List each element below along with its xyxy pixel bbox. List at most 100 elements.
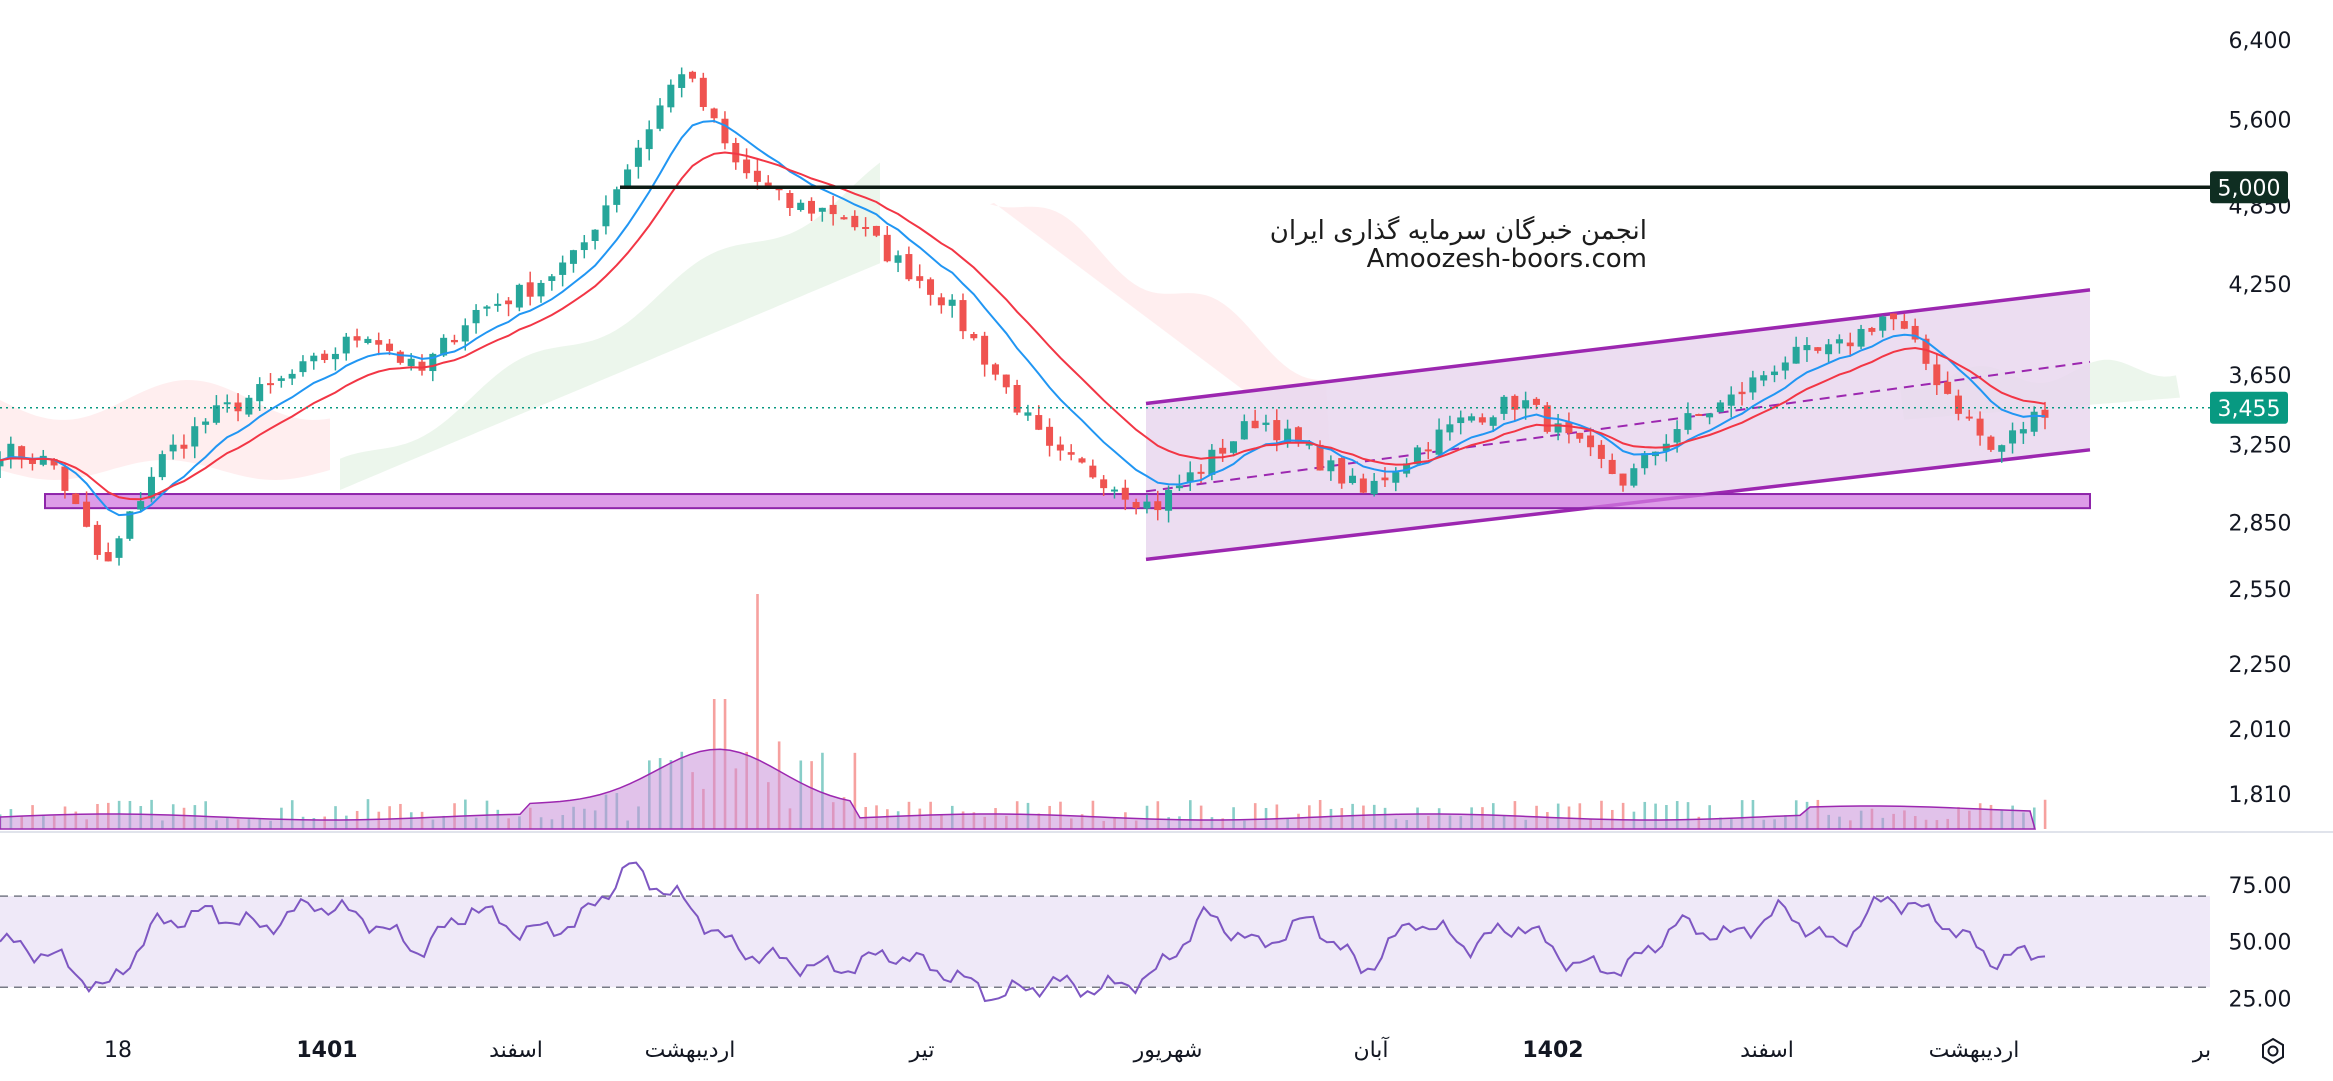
candle-body [1046,426,1054,446]
candle-body [1749,377,1757,393]
candle-body [1825,344,1833,355]
candle-body [147,476,155,499]
channel-median-line[interactable] [1145,360,2091,493]
volume-bar [204,801,207,829]
candle-body [1056,444,1064,451]
candle-body [1792,346,1800,364]
volume-bar [1751,799,1755,829]
candle-body [1706,413,1714,418]
price-axis-label: 2,250 [2229,653,2292,678]
volume-bar [1199,805,1203,829]
candle-body [1219,447,1227,454]
candle-body [1641,453,1649,469]
candle-body [137,501,145,510]
candle-body [559,262,567,275]
time-axis[interactable]: 18 1401 اسفند اردیبهشت تیر شهریور آبان 1402 اسفن… [104,1036,2211,1063]
candle-body [1576,432,1584,439]
candle-body [299,361,307,373]
moving-averages [0,119,2046,517]
candle-body [1522,400,1530,409]
volume-bar [1600,800,1603,829]
candle-body [1770,371,1778,376]
candle-body [602,205,610,227]
candle-body [440,337,448,356]
price-axis[interactable]: 6,4005,6004,8504,2503,6503,2502,8502,550… [2229,29,2292,808]
candle-body [1500,396,1508,414]
time-axis-label: بر [2192,1038,2211,1063]
ema-fast-line [0,119,2046,517]
rsi-axis[interactable]: 75.00 50.00 25.00 [2229,874,2292,1013]
candle-body [916,276,924,281]
candle-body [245,397,253,415]
support-zone-rect[interactable] [44,493,2091,510]
candle-body [624,169,632,189]
volume-bar [280,807,283,829]
candle-body [1511,395,1519,410]
candle-body [818,207,826,212]
channel-fill[interactable] [1146,289,2090,560]
candle-body [1922,338,1930,364]
candle-body [645,129,653,150]
candle-body [126,511,134,539]
candle-body [18,446,26,460]
candle-body [1835,339,1843,344]
candle-body [1446,424,1454,433]
candle-body [2041,409,2049,418]
volume-profile [0,748,2036,830]
candle-body [115,538,123,558]
volume-bar [1156,801,1160,829]
candle-body [1532,398,1540,405]
candle-body [1814,347,1822,351]
candle-body [429,353,437,372]
candle-body [1110,489,1118,492]
candle-body [1879,316,1887,331]
candle-body [851,215,859,228]
candle-body [1468,416,1476,421]
candle-body [1143,501,1151,509]
channel-upper-line[interactable] [1145,288,2091,406]
volume-bar [1794,800,1798,829]
candle-body [1716,402,1724,413]
candle-body [883,234,891,262]
support-zone[interactable] [44,493,2091,510]
candle-body [1359,478,1367,493]
candle-body [1273,420,1281,441]
volume-bar [853,752,857,829]
price-axis-label: 4,250 [2229,273,2292,298]
candle-body [256,384,264,402]
candle-body [959,300,967,332]
price-levels[interactable] [0,185,2210,409]
candle-body [1587,435,1595,448]
candle-body [396,351,404,363]
candle-body [1381,477,1389,481]
candle-body [905,254,913,280]
price-axis-label: 6,400 [2229,29,2292,54]
candle-body [169,444,177,452]
candle-body [1435,429,1443,455]
candle-body [0,460,4,467]
candle-body [277,378,285,381]
candle-body [472,309,480,324]
candle-body [808,200,816,214]
candle-body [1727,394,1735,406]
candle-body [342,336,350,354]
time-axis-label: اسفند [489,1038,543,1063]
candle-body [331,353,339,360]
watermark-url: Amoozesh-boors.com [1367,244,1647,274]
candle-body [786,193,794,209]
settings-button[interactable] [2253,1032,2293,1070]
volume-bar [1318,799,1322,829]
candle-body [970,334,978,339]
time-axis-label: 1401 [296,1038,357,1063]
volume-bar [1665,805,1668,829]
price-axis-label: 2,550 [2229,578,2292,603]
candle-body [1067,452,1075,455]
volume-bar [2043,799,2047,829]
price-axis-label: 3,250 [2229,433,2292,458]
candle-body [710,108,718,119]
resistance-price-tag [2210,171,2288,204]
candle-body [613,189,621,205]
candle-body [1186,472,1194,483]
